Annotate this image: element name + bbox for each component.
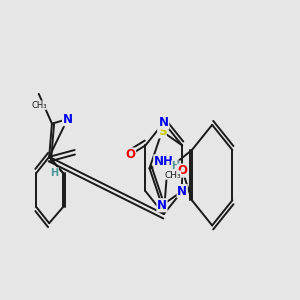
Text: CH₃: CH₃ — [164, 171, 181, 180]
Text: NH: NH — [154, 155, 174, 168]
Text: S: S — [158, 125, 166, 138]
Text: H: H — [171, 161, 179, 171]
Text: O: O — [126, 148, 136, 161]
Text: N: N — [159, 116, 169, 129]
Text: N: N — [62, 112, 73, 126]
Text: CH₃: CH₃ — [31, 101, 46, 110]
Text: N: N — [177, 185, 187, 198]
Text: N: N — [157, 199, 167, 212]
Text: O: O — [177, 164, 188, 177]
Text: H: H — [50, 168, 59, 178]
